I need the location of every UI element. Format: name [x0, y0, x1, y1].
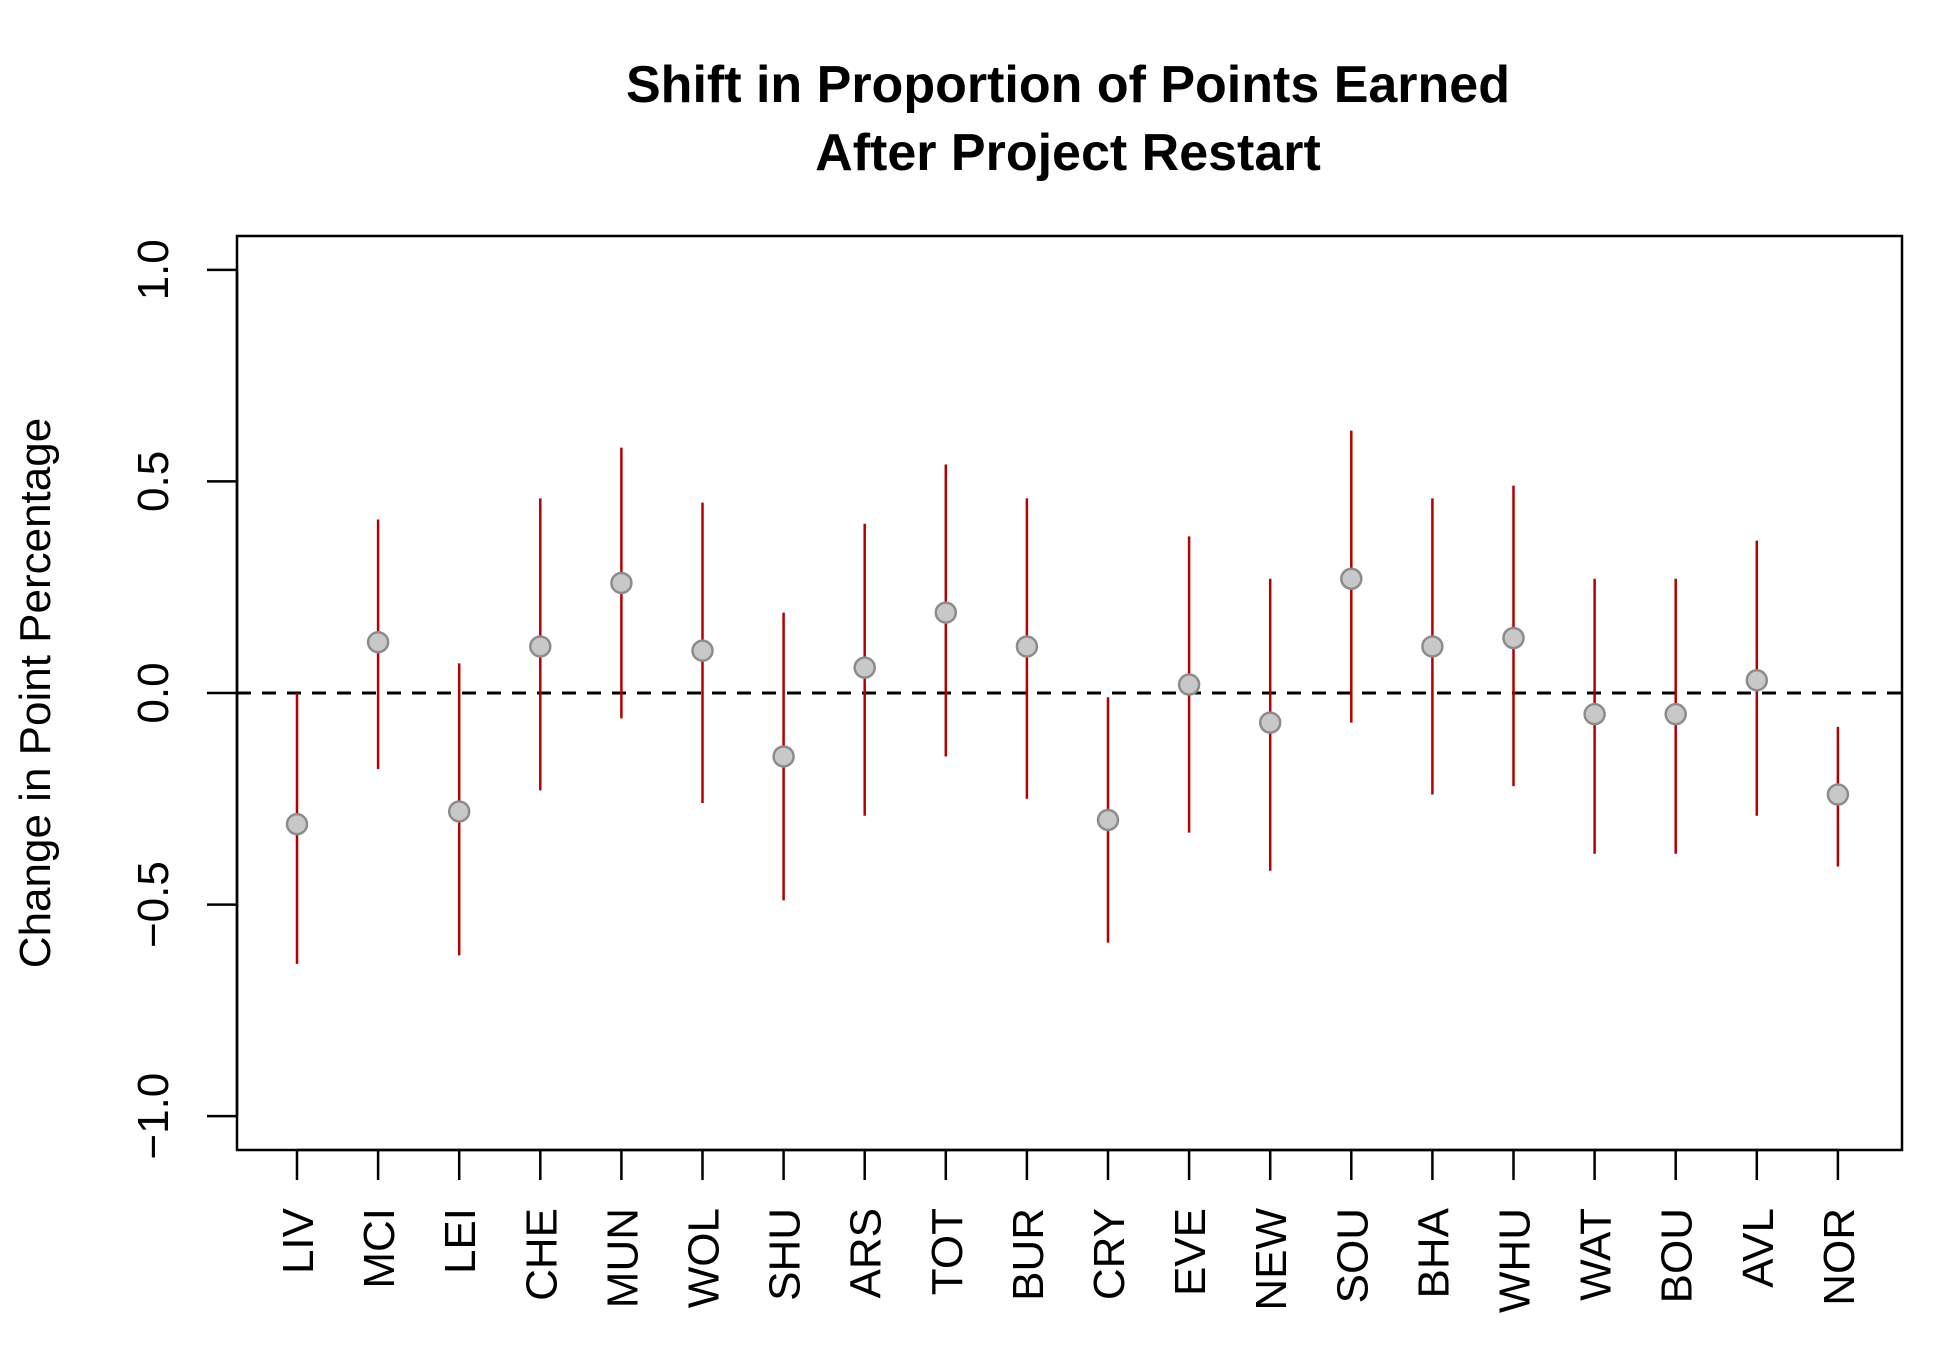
y-tick-label: 0.0: [129, 662, 178, 723]
data-series: [285, 430, 1850, 964]
x-tick-label: CHE: [517, 1208, 566, 1301]
point-new: [1258, 711, 1282, 734]
x-tick-label: MCI: [355, 1208, 404, 1289]
x-tick-label: LIV: [274, 1207, 323, 1274]
x-tick-label: BHA: [1409, 1207, 1458, 1298]
point-sou: [1340, 567, 1363, 590]
point-eve: [1177, 673, 1201, 696]
x-tick-label: LEI: [436, 1208, 485, 1274]
point-avl: [1745, 669, 1769, 692]
chart-title: Shift in Proportion of Points Earned: [626, 56, 1510, 114]
x-tick-label: AVL: [1734, 1208, 1783, 1288]
point-mun: [610, 571, 633, 595]
point-mci: [366, 630, 390, 654]
x-tick-label: MUN: [598, 1208, 647, 1308]
x-tick-label: WAT: [1572, 1208, 1621, 1301]
point-bur: [1015, 635, 1039, 658]
x-tick-label: WHU: [1491, 1208, 1540, 1313]
y-tick-label: 0.5: [129, 451, 178, 512]
y-tick-label: −0.5: [129, 861, 178, 948]
point-lei: [447, 800, 471, 823]
x-tick-label: EVE: [1166, 1208, 1215, 1296]
x-tick-label: WOL: [680, 1208, 729, 1308]
chart-subtitle: After Project Restart: [815, 124, 1321, 182]
point-wol: [691, 639, 714, 662]
point-whu: [1502, 626, 1525, 650]
point-wat: [1583, 702, 1606, 726]
point-nor: [1826, 783, 1850, 806]
y-axis: −1.0 −0.5 0.0 0.5 1.0: [129, 239, 239, 1160]
point-bha: [1421, 635, 1444, 658]
x-tick-label: TOT: [923, 1208, 972, 1295]
x-tick-label: BUR: [1004, 1208, 1053, 1301]
point-tot: [934, 601, 958, 624]
point-che: [529, 635, 552, 658]
y-tick-label: 1.0: [129, 239, 178, 300]
x-tick-label: BOU: [1653, 1208, 1702, 1303]
x-tick-label: NEW: [1247, 1208, 1296, 1311]
y-axis-label: Change in Point Percentage: [11, 418, 60, 968]
point-liv: [285, 812, 309, 836]
point-cry: [1096, 808, 1120, 832]
y-tick-label: −1.0: [129, 1073, 178, 1160]
x-tick-label: NOR: [1815, 1208, 1864, 1306]
point-ars: [853, 656, 876, 679]
x-tick-label: SHU: [761, 1208, 810, 1301]
x-tick-label: SOU: [1328, 1208, 1377, 1303]
point-shu: [772, 745, 795, 768]
x-axis: LIV MCI LEI CHE MUN WOL SHU ARS TOT BUR CRY EVE NEW S…: [274, 1148, 1864, 1313]
x-tick-label: ARS: [842, 1208, 891, 1298]
x-tick-label: CRY: [1085, 1208, 1134, 1300]
point-bou: [1664, 702, 1687, 726]
